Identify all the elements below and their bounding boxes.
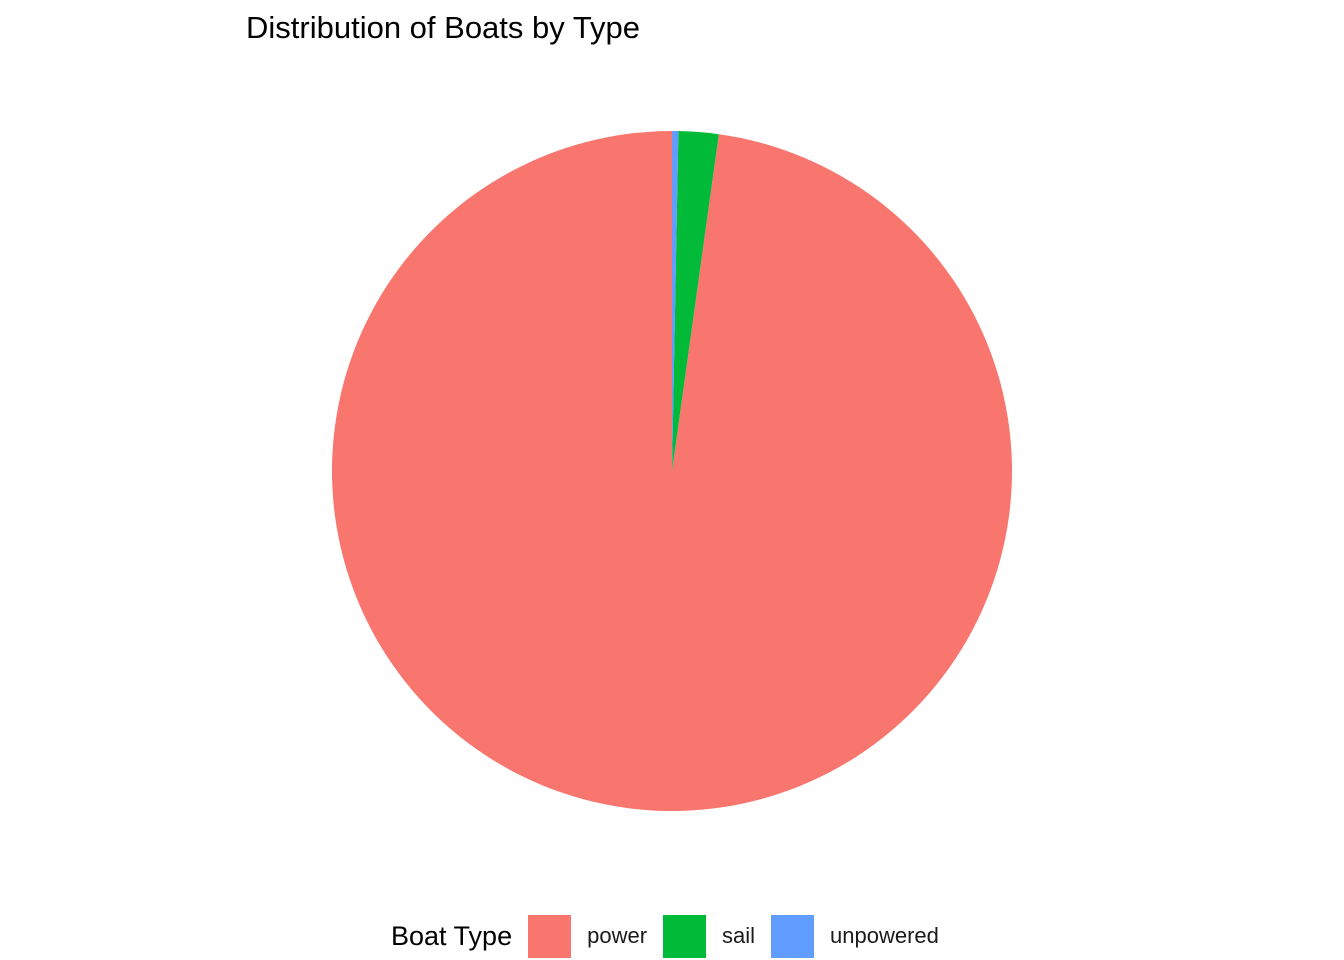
chart-title: Distribution of Boats by Type [246,10,641,45]
legend-title: Boat Type [391,920,513,951]
legend-swatch-sail [663,914,707,958]
legend-label-unpowered: unpowered [830,923,939,948]
legend-item-power: power [528,914,648,958]
legend-item-sail: sail [663,914,756,958]
pie-slice-power [332,131,1013,812]
legend-swatch-unpowered [771,914,815,958]
legend-item-unpowered: unpowered [771,914,939,958]
pie-slice-sail [672,131,719,471]
legend: Boat Type power sail unpowered [391,914,955,958]
pie-slice-unpowered [672,131,679,471]
legend-swatch-power [528,914,572,958]
legend-label-sail: sail [722,923,756,948]
legend-label-power: power [587,923,648,948]
